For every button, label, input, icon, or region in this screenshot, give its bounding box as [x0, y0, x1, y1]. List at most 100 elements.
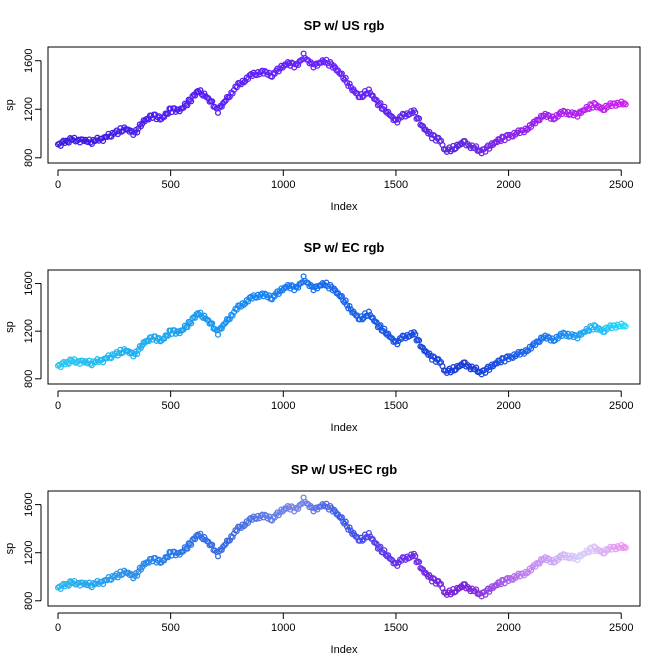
data-point	[100, 581, 107, 588]
data-point	[546, 334, 553, 341]
data-point	[221, 542, 228, 549]
data-point	[406, 111, 413, 118]
data-point	[365, 529, 372, 537]
x-tick-label: 0	[55, 179, 61, 191]
data-point	[184, 102, 191, 109]
data-point	[546, 556, 553, 563]
data-point	[486, 145, 493, 152]
x-tick-label: 1500	[384, 179, 408, 191]
y-tick-label: 800	[23, 592, 35, 610]
series-points	[54, 273, 629, 378]
data-point	[416, 337, 423, 344]
data-point	[463, 363, 470, 370]
data-point	[377, 100, 384, 107]
data-point	[192, 536, 199, 543]
data-point	[104, 133, 111, 141]
x-tick-label: 2000	[496, 179, 520, 191]
data-point	[100, 359, 107, 366]
data-point	[591, 543, 598, 550]
data-point	[486, 366, 493, 373]
y-tick-label: 1600	[23, 492, 35, 516]
data-point	[221, 98, 228, 105]
x-axis-label: Index	[331, 422, 358, 434]
data-point	[240, 523, 247, 530]
data-point	[188, 98, 195, 105]
data-point	[218, 325, 225, 332]
data-point	[546, 112, 553, 119]
data-point	[86, 357, 93, 364]
data-point	[57, 364, 64, 371]
data-point	[528, 123, 535, 131]
data-point	[412, 331, 419, 338]
data-point	[189, 536, 196, 543]
x-tick-label: 500	[161, 622, 179, 634]
data-point	[554, 557, 561, 564]
data-point	[528, 567, 535, 574]
data-point	[167, 105, 174, 112]
data-point	[189, 315, 196, 322]
data-point	[602, 324, 610, 331]
data-point	[412, 109, 419, 116]
x-tick-label: 1500	[384, 622, 408, 634]
data-point	[622, 544, 629, 551]
x-tick-label: 500	[161, 400, 179, 412]
x-tick-label: 2500	[609, 400, 633, 412]
y-tick-label: 1200	[23, 540, 35, 564]
data-point	[253, 294, 260, 301]
x-axis-label: Index	[331, 201, 358, 213]
data-point	[246, 72, 253, 79]
y-axis-label: sp	[4, 543, 16, 555]
data-point	[554, 335, 561, 342]
data-point	[377, 543, 384, 550]
y-tick-label: 1200	[23, 97, 35, 121]
x-tick-label: 1000	[271, 179, 295, 191]
series-points	[54, 50, 629, 157]
data-point	[214, 109, 222, 116]
data-point	[116, 571, 123, 578]
y-tick-label: 1600	[23, 48, 35, 72]
data-point	[104, 577, 111, 584]
data-point	[463, 142, 470, 149]
data-point	[394, 341, 401, 348]
data-point	[346, 303, 353, 310]
data-point	[209, 320, 216, 327]
data-point	[522, 347, 529, 354]
data-point	[491, 139, 498, 147]
data-point	[602, 546, 610, 553]
data-point	[86, 579, 93, 586]
y-axis-label: sp	[4, 321, 16, 333]
x-tick-label: 1500	[384, 400, 408, 412]
data-point	[448, 367, 455, 374]
data-point	[194, 531, 201, 538]
chart-title: SP w/ US rgb	[304, 18, 385, 33]
data-point	[184, 324, 191, 331]
data-point	[486, 588, 493, 595]
data-point	[343, 302, 351, 309]
data-point	[346, 524, 353, 531]
data-point	[448, 146, 455, 153]
x-tick-label: 0	[55, 400, 61, 412]
data-point	[116, 128, 123, 135]
data-point	[416, 115, 423, 122]
data-point	[192, 314, 199, 321]
panel-3: SP w/ US+EC rgb 0 500 1000 1500 2000 2500 Index…	[4, 462, 641, 656]
panel-2: SP w/ EC rgb 0 500 1000 1500 2000 2500 Index 800…	[4, 240, 641, 434]
chart-title: SP w/ US+EC rgb	[291, 462, 397, 477]
data-point	[295, 284, 302, 291]
x-tick-label: 2500	[609, 622, 633, 634]
data-point	[574, 557, 581, 564]
data-point	[221, 320, 228, 327]
series-points	[54, 494, 629, 600]
data-point	[192, 92, 199, 99]
data-point	[430, 353, 437, 360]
plot-frame	[47, 490, 641, 607]
x-tick-label: 2500	[609, 179, 633, 191]
x-tick-label: 2000	[496, 400, 520, 412]
plot-frame	[47, 46, 641, 164]
y-tick-label: 800	[23, 149, 35, 167]
data-point	[309, 504, 316, 511]
data-point	[218, 546, 225, 554]
data-point	[81, 581, 88, 588]
data-point	[343, 523, 351, 530]
